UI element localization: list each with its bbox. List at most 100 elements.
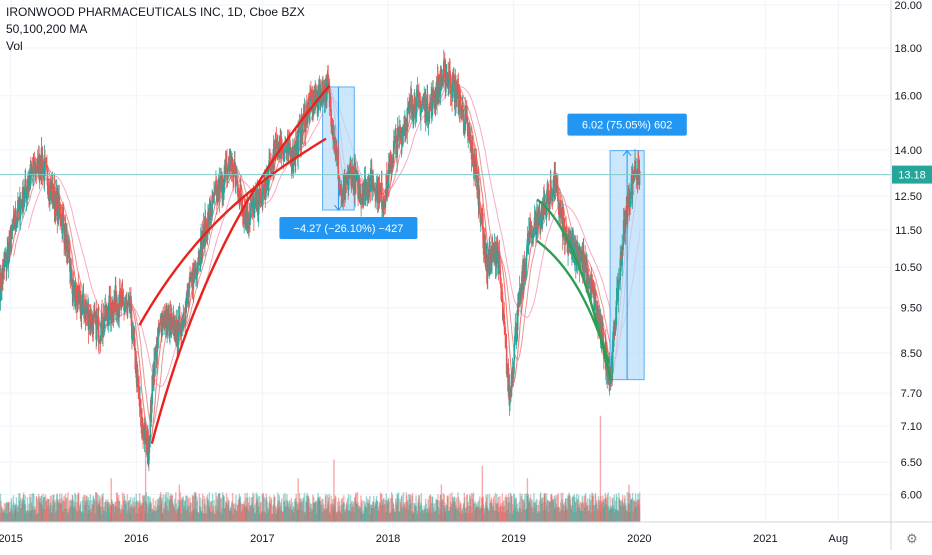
volume-bar xyxy=(431,496,433,522)
volume-bar xyxy=(369,495,371,522)
candle-body xyxy=(46,164,48,171)
volume-bar xyxy=(24,504,27,522)
volume-bar xyxy=(590,500,592,522)
volume-bar xyxy=(539,511,541,522)
volume-bar xyxy=(472,492,475,522)
volume-bar xyxy=(379,492,382,522)
volume-bar xyxy=(79,501,82,522)
volume-bar xyxy=(257,496,259,522)
candle-body xyxy=(148,452,150,465)
volume-bar xyxy=(95,500,98,522)
candle-body xyxy=(309,92,311,115)
volume-bar xyxy=(524,493,526,522)
volume-bar xyxy=(528,500,530,522)
volume-bar xyxy=(107,499,109,522)
volume-bar xyxy=(336,511,338,522)
symbol-title[interactable]: IRONWOOD PHARMACEUTICALS INC, 1D, Cboe B… xyxy=(6,5,305,19)
volume-bar xyxy=(583,507,586,522)
candle-body xyxy=(348,167,351,179)
volume-bar xyxy=(360,495,362,522)
volume-bar xyxy=(261,493,264,522)
candle-body xyxy=(68,250,71,259)
volume-bar xyxy=(295,493,297,522)
candle-body xyxy=(58,196,61,210)
candle-body xyxy=(631,170,634,196)
volume-bar xyxy=(245,505,248,522)
volume-bar xyxy=(406,501,408,522)
volume-bar xyxy=(463,502,465,522)
volume-bar xyxy=(0,500,2,522)
candle-body xyxy=(167,315,169,326)
volume-bar xyxy=(538,500,540,522)
volume-bar xyxy=(550,493,553,522)
volume-bar xyxy=(353,501,355,522)
volume-bar xyxy=(361,510,364,522)
volume-bar xyxy=(249,506,252,522)
candle-body xyxy=(40,148,43,170)
volume-bar xyxy=(65,508,68,522)
volume-bar xyxy=(219,512,221,522)
volume-bar xyxy=(96,505,99,522)
volume-bar xyxy=(380,494,382,522)
volume-bar xyxy=(172,504,175,522)
volume-bar xyxy=(75,494,77,522)
volume-bar xyxy=(138,502,140,522)
volume-bar xyxy=(224,507,226,522)
volume-bar xyxy=(260,502,262,522)
volume-bar xyxy=(357,506,360,522)
volume-bar xyxy=(471,513,473,522)
candle-body xyxy=(92,314,95,335)
volume-bar xyxy=(206,497,208,522)
volume-bar xyxy=(179,492,182,522)
candle-body xyxy=(613,322,616,332)
volume-bar xyxy=(508,497,510,522)
x-tick-label: Aug xyxy=(829,533,849,545)
volume-bar xyxy=(613,511,616,522)
candle-body xyxy=(230,159,233,171)
volume-bar xyxy=(565,510,568,522)
volume-bar xyxy=(491,507,494,522)
ma-indicator-label[interactable]: 50,100,200 MA xyxy=(6,22,88,36)
volume-bar xyxy=(611,497,614,522)
volume-bar xyxy=(252,492,254,522)
volume-bar xyxy=(521,499,524,522)
volume-bar xyxy=(315,501,317,522)
volume-bar xyxy=(219,492,221,522)
volume-bar xyxy=(571,496,574,522)
volume-bar xyxy=(494,492,497,522)
volume-bar xyxy=(638,499,640,522)
candle-body xyxy=(573,259,576,263)
volume-indicator-label[interactable]: Vol xyxy=(6,39,23,53)
settings-gear-icon[interactable]: ⚙ xyxy=(906,531,918,546)
volume-bar xyxy=(431,496,434,522)
candle-body xyxy=(321,89,323,106)
volume-bar xyxy=(73,501,76,522)
candle-body xyxy=(120,294,123,306)
volume-bar xyxy=(492,498,495,522)
volume-bar xyxy=(108,507,110,522)
volume-bar xyxy=(88,504,90,522)
candle-body xyxy=(395,135,397,144)
volume-bar xyxy=(542,502,544,522)
volume-bar xyxy=(327,504,329,522)
volume-bar xyxy=(367,503,370,522)
volume-bar xyxy=(458,507,460,522)
curve-drawings[interactable] xyxy=(138,84,612,445)
volume-bar xyxy=(265,493,267,522)
volume-bar xyxy=(38,496,40,522)
volume-bar xyxy=(292,506,295,522)
volume-bar xyxy=(621,499,623,522)
volume-bar xyxy=(632,511,634,522)
candle-body xyxy=(19,197,21,220)
volume-bar xyxy=(313,496,315,522)
volume-bar xyxy=(487,508,489,522)
candle-body xyxy=(624,210,627,234)
candle-body xyxy=(6,249,9,262)
volume-bar xyxy=(109,503,111,522)
volume-bar xyxy=(631,498,633,522)
volume-bar xyxy=(85,502,87,522)
volume-bar xyxy=(306,501,308,522)
volume-bar xyxy=(252,508,255,522)
